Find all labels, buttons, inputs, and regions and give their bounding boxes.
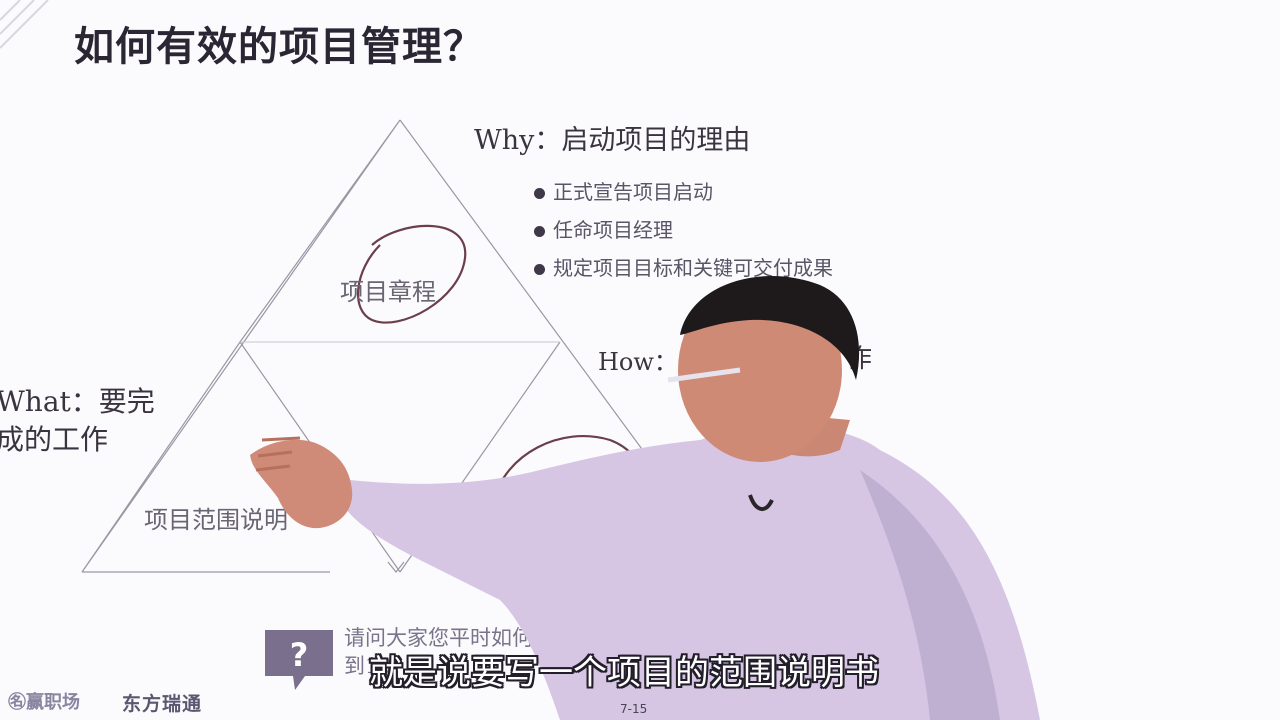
annotation-circle-top [357, 224, 467, 324]
how-heading: How： [598, 348, 678, 376]
why-bullet-item: 正式宣告项目启动 [534, 176, 713, 205]
large-triangle-right-edge [399, 119, 651, 461]
how-heading-tail: 作 [846, 344, 873, 374]
large-triangle [81, 119, 401, 573]
annotation-circle-right [492, 435, 647, 521]
question-icon: ? [265, 630, 333, 690]
page-number: 7-15 [620, 702, 648, 716]
what-heading: What：要完 成的工作 [0, 383, 155, 459]
why-bullet-item: 任命项目经理 [534, 214, 673, 243]
slide-title: 如何有效的项目管理？ [74, 24, 484, 70]
bullet-dot-icon [534, 264, 545, 275]
why-heading: Why：启动项目的理由 [474, 125, 751, 156]
what-line-1: What：要完 [0, 385, 155, 418]
svg-text:?: ? [290, 636, 309, 674]
bullet-dot-icon [534, 226, 545, 237]
project-charter-label: 项目章程 [340, 278, 436, 306]
brand-logo: ㊔赢职场 [8, 692, 80, 713]
company-logo: 东方瑞通 [122, 693, 203, 715]
bullet-dot-icon [534, 188, 545, 199]
why-bullet-item: 规定项目目标和关键可交付成果 [534, 252, 833, 281]
left-triangle-right-edge [239, 341, 401, 573]
right-triangle-left-edge [399, 341, 561, 573]
what-line-2: 成的工作 [0, 423, 109, 456]
video-subtitle: 就是说要写一个项目的范围说明书 [369, 653, 879, 693]
scope-statement-label: 项目范围说明 [144, 506, 288, 534]
corner-decoration [0, 0, 49, 49]
